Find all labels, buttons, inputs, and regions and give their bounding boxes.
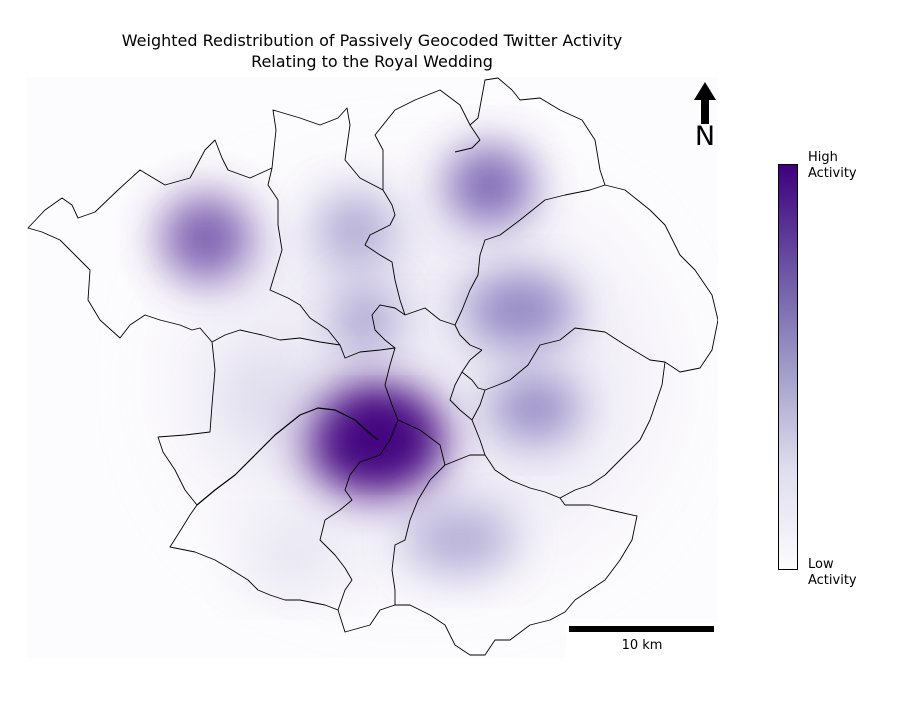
boundary-south-east	[444, 454, 485, 466]
colorbar-high-line-2: Activity	[808, 166, 857, 181]
map-title: Weighted Redistribution of Passively Geo…	[26, 30, 718, 72]
colorbar-high-line-1: High	[808, 150, 838, 165]
colorbar-low-line-2: Activity	[808, 573, 857, 588]
boundary-central-south	[319, 347, 399, 611]
north-label: N	[694, 121, 716, 152]
boundary-south-central	[391, 464, 446, 605]
boundary-river-line	[196, 407, 379, 506]
hotspot-south	[405, 506, 515, 574]
map-area	[26, 77, 718, 658]
boundary-centre-link	[397, 419, 446, 466]
colorbar-low-line-1: Low	[808, 557, 834, 572]
hotspot-centre-core	[345, 405, 415, 465]
hotspot-west-central	[220, 360, 320, 440]
boundary-east-lower	[471, 389, 561, 499]
scale-bar-line	[569, 626, 714, 632]
boundary-northeast	[454, 124, 481, 153]
district-boundaries	[27, 77, 718, 656]
boundary-north-central	[364, 189, 406, 316]
scale-bar-label: 10 km	[621, 638, 663, 653]
hotspot-east-upper	[465, 272, 575, 348]
map-svg	[26, 77, 718, 658]
hotspot-north-central	[317, 192, 393, 268]
hotspot-west	[160, 194, 252, 282]
colorbar-low-label: Low Activity	[808, 557, 857, 589]
map-title-line-1: Weighted Redistribution of Passively Geo…	[121, 31, 623, 50]
boundary-east-division	[454, 184, 606, 351]
hotspot-central	[333, 284, 397, 356]
boundary-west-central	[211, 329, 341, 346]
colorbar-high-label: High Activity	[808, 150, 857, 182]
boundary-centre-east-link	[449, 371, 473, 421]
boundary-northwest	[267, 167, 341, 346]
hotspot-south-west	[245, 530, 335, 590]
north-arrow: N	[690, 80, 720, 152]
hotspot-east-lower	[490, 374, 580, 442]
colorbar	[778, 164, 798, 570]
boundary-central-north	[339, 304, 406, 359]
boundary-central-east	[404, 307, 456, 326]
scale-bar: 10 km	[566, 623, 718, 658]
hotspot-north-east	[446, 145, 534, 225]
map-title-line-2: Relating to the Royal Wedding	[251, 52, 493, 71]
north-arrow-icon	[694, 82, 716, 124]
boundary-centre-east	[461, 327, 666, 391]
